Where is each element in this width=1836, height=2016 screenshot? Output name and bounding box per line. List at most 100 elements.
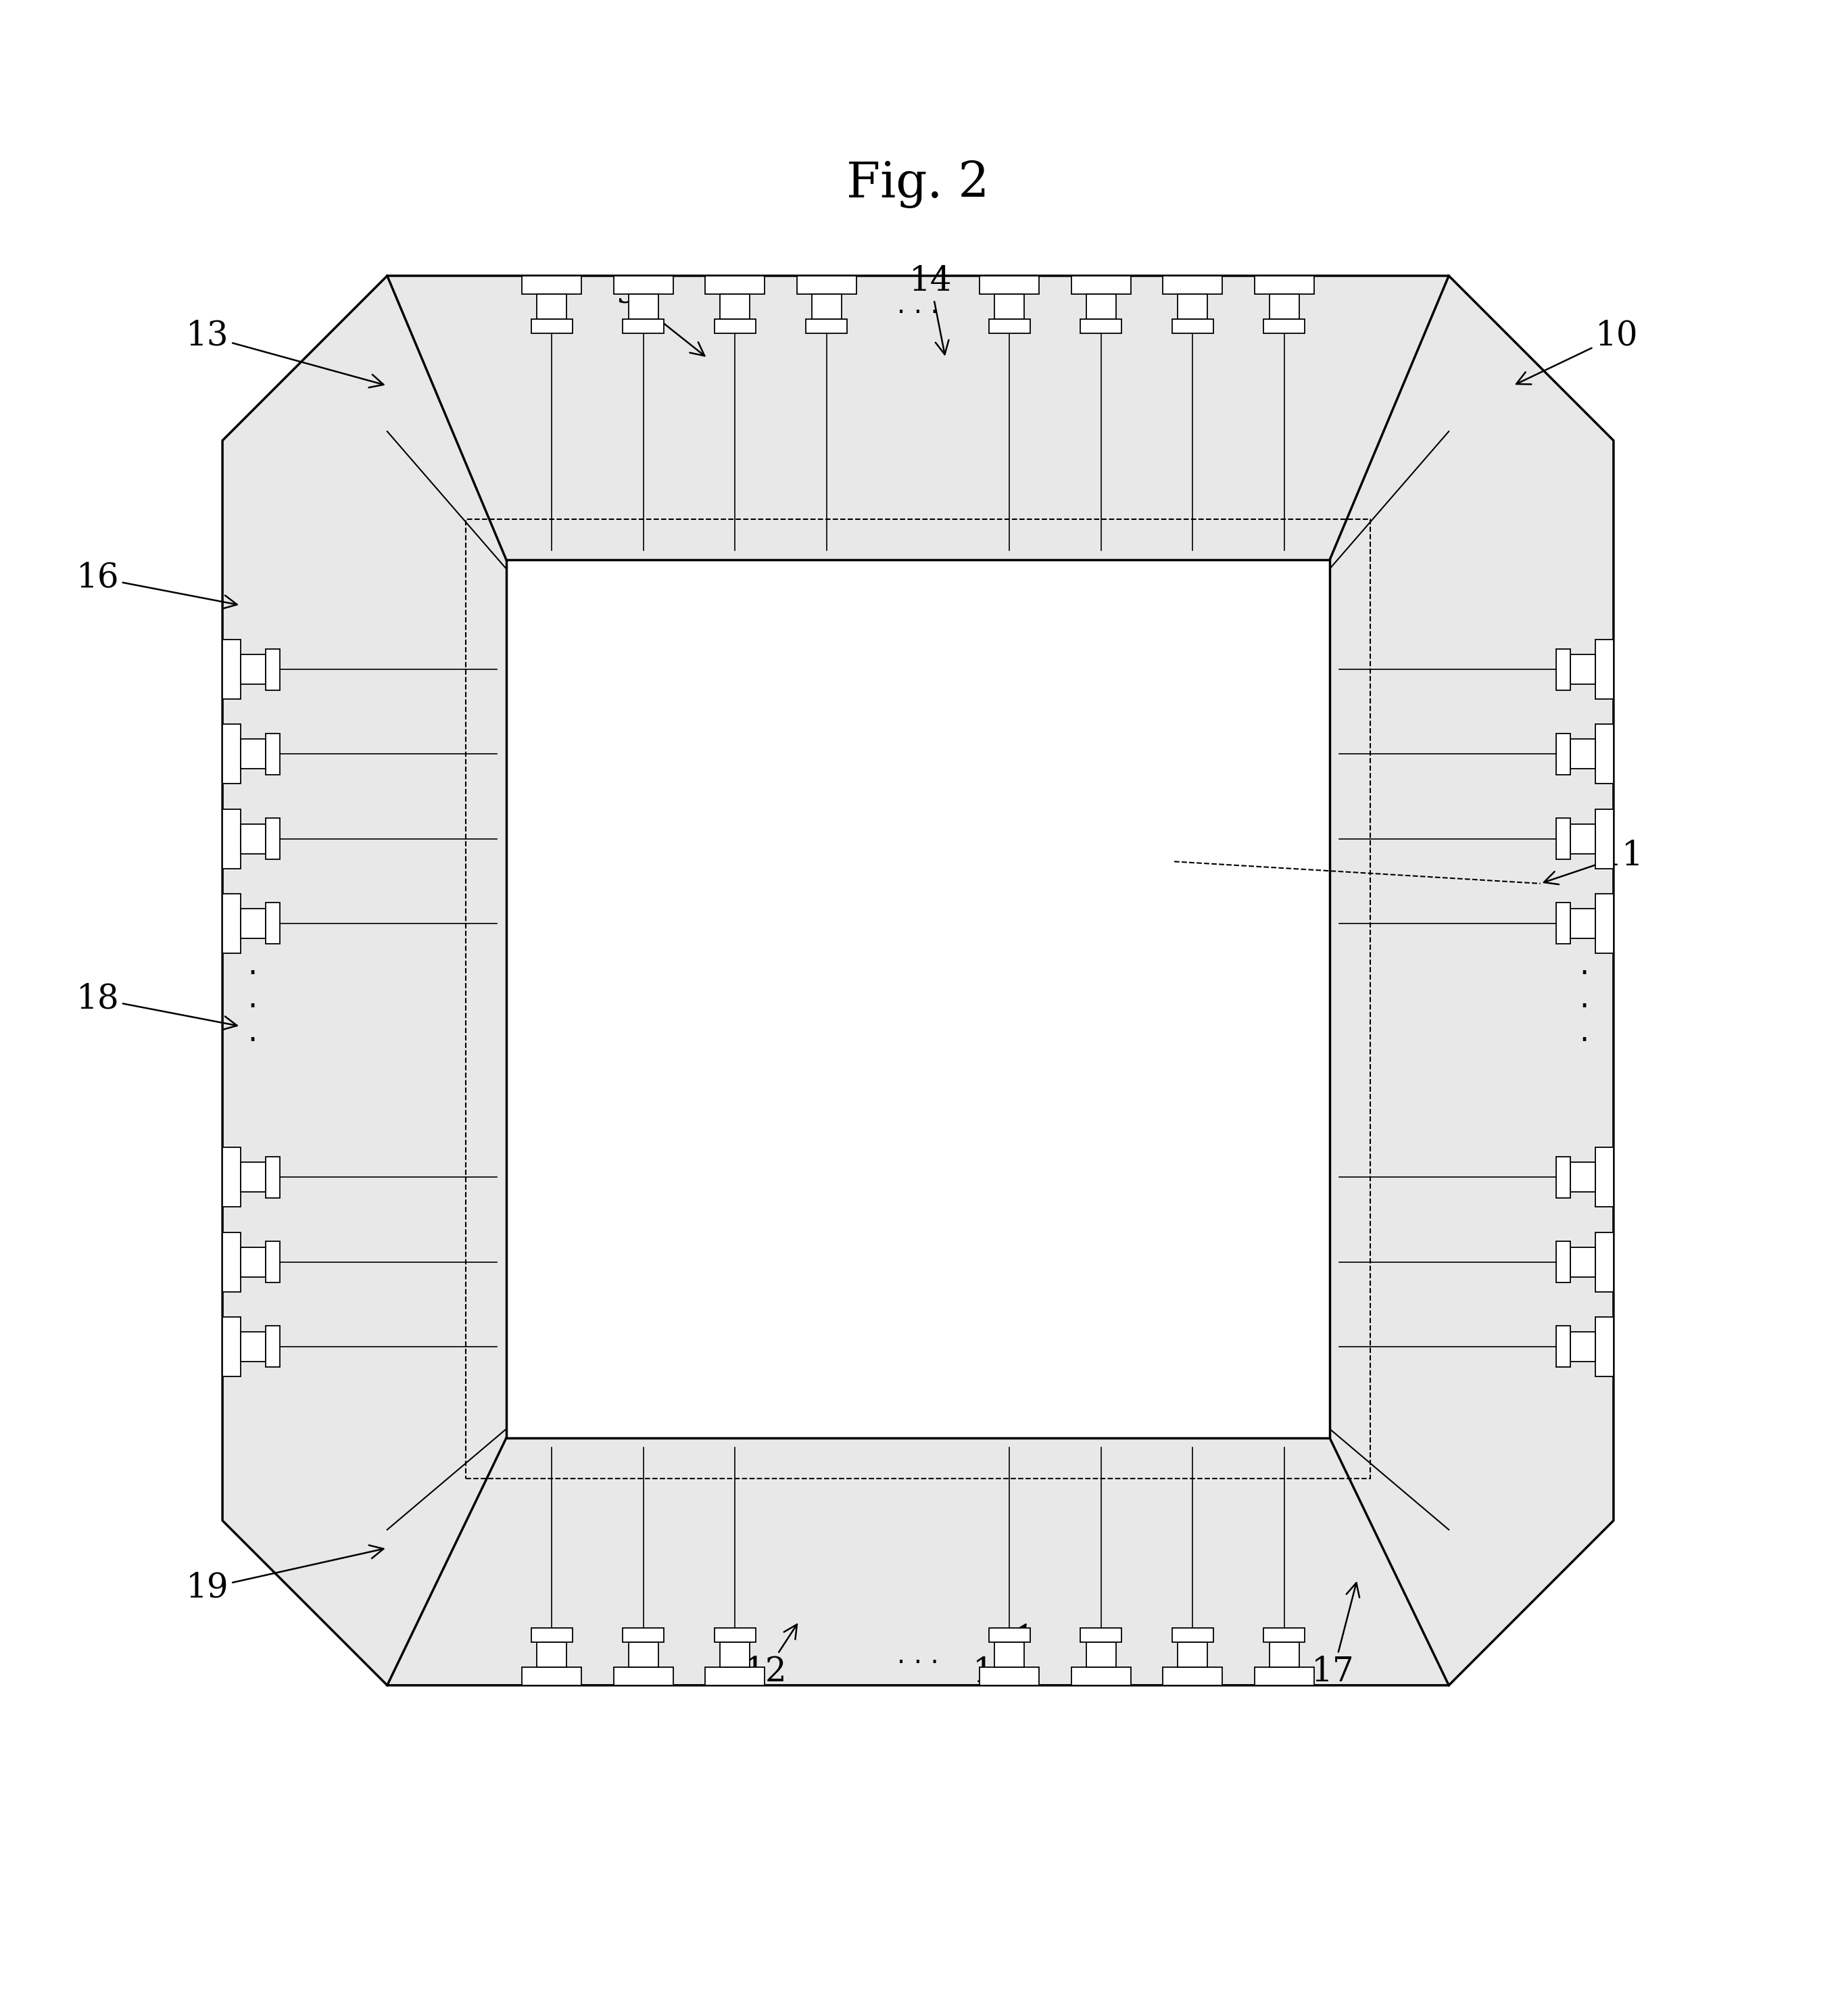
- Bar: [1177, 1641, 1208, 1667]
- Text: . . .: . . .: [898, 292, 938, 319]
- Bar: [531, 319, 573, 333]
- Text: 13: 13: [185, 319, 384, 387]
- Bar: [222, 1147, 241, 1208]
- Bar: [1557, 649, 1570, 689]
- Text: 14: 14: [909, 264, 951, 355]
- Bar: [538, 294, 567, 319]
- Bar: [613, 276, 674, 294]
- Bar: [222, 639, 241, 700]
- Bar: [1595, 639, 1614, 700]
- Text: 18: 18: [75, 982, 237, 1030]
- Bar: [1595, 724, 1614, 784]
- Text: Fig. 2: Fig. 2: [846, 159, 990, 208]
- Bar: [222, 724, 241, 784]
- Bar: [628, 294, 659, 319]
- Text: . . .: . . .: [898, 1643, 938, 1669]
- Text: 15: 15: [973, 1625, 1026, 1689]
- Bar: [714, 319, 756, 333]
- Bar: [1595, 1232, 1614, 1292]
- Bar: [1080, 319, 1122, 333]
- Bar: [1070, 276, 1131, 294]
- Text: 11: 11: [1544, 839, 1643, 885]
- Bar: [266, 734, 279, 774]
- Bar: [1595, 893, 1614, 954]
- Bar: [1557, 818, 1570, 859]
- Bar: [1070, 1667, 1131, 1685]
- Bar: [1254, 276, 1315, 294]
- Bar: [980, 1667, 1039, 1685]
- Polygon shape: [222, 276, 1614, 1685]
- Bar: [1570, 655, 1595, 683]
- Bar: [266, 1327, 279, 1367]
- Bar: [222, 808, 241, 869]
- Bar: [266, 903, 279, 943]
- Bar: [1595, 1147, 1614, 1208]
- Bar: [241, 1248, 266, 1276]
- Bar: [241, 655, 266, 683]
- Bar: [1087, 294, 1116, 319]
- Bar: [1557, 1327, 1570, 1367]
- Bar: [705, 1667, 766, 1685]
- Bar: [1570, 1163, 1595, 1191]
- Bar: [266, 1157, 279, 1198]
- Bar: [1171, 319, 1214, 333]
- Bar: [222, 1316, 241, 1377]
- Bar: [1162, 276, 1223, 294]
- Bar: [1263, 1629, 1305, 1641]
- Bar: [995, 1641, 1024, 1667]
- Bar: [720, 294, 749, 319]
- Text: ·
·
·: · · ·: [1579, 960, 1588, 1056]
- Bar: [797, 276, 856, 294]
- Bar: [1570, 825, 1595, 853]
- Bar: [1087, 1641, 1116, 1667]
- Bar: [241, 825, 266, 853]
- Text: ·
·
·: · · ·: [248, 960, 257, 1056]
- Text: 17: 17: [1311, 1583, 1359, 1689]
- Text: 16: 16: [75, 560, 237, 609]
- Bar: [241, 1163, 266, 1191]
- Bar: [812, 294, 841, 319]
- Bar: [1570, 909, 1595, 937]
- Bar: [806, 319, 846, 333]
- Bar: [1162, 1667, 1223, 1685]
- Text: 12: 12: [744, 1625, 797, 1689]
- Bar: [705, 276, 766, 294]
- Bar: [521, 1667, 582, 1685]
- Bar: [1570, 1248, 1595, 1276]
- Bar: [241, 909, 266, 937]
- Bar: [531, 1629, 573, 1641]
- Bar: [1177, 294, 1208, 319]
- Bar: [1269, 294, 1298, 319]
- Bar: [1171, 1629, 1214, 1641]
- Bar: [1263, 319, 1305, 333]
- Bar: [266, 818, 279, 859]
- Bar: [222, 1232, 241, 1292]
- Bar: [507, 560, 1329, 1437]
- Bar: [1557, 734, 1570, 774]
- Bar: [980, 276, 1039, 294]
- Bar: [613, 1667, 674, 1685]
- Bar: [241, 1333, 266, 1361]
- Bar: [538, 1641, 567, 1667]
- Bar: [241, 740, 266, 768]
- Bar: [222, 893, 241, 954]
- Bar: [714, 1629, 756, 1641]
- Bar: [720, 1641, 749, 1667]
- Bar: [628, 1641, 659, 1667]
- Bar: [990, 1629, 1030, 1641]
- Bar: [266, 1242, 279, 1282]
- Bar: [466, 520, 1370, 1478]
- Bar: [995, 294, 1024, 319]
- Bar: [1595, 808, 1614, 869]
- Bar: [1557, 903, 1570, 943]
- Bar: [622, 1629, 665, 1641]
- Bar: [1269, 1641, 1298, 1667]
- Text: 19: 19: [185, 1544, 384, 1605]
- Bar: [990, 319, 1030, 333]
- Bar: [1595, 1316, 1614, 1377]
- Bar: [1570, 1333, 1595, 1361]
- Bar: [1254, 1667, 1315, 1685]
- Bar: [1570, 740, 1595, 768]
- Bar: [1557, 1242, 1570, 1282]
- Text: 9: 9: [617, 278, 705, 355]
